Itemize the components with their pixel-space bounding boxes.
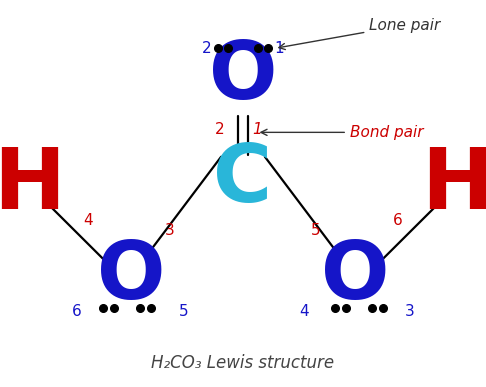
Text: 4: 4	[84, 213, 93, 228]
Text: 1: 1	[253, 122, 262, 137]
Text: O: O	[97, 238, 165, 316]
Text: O: O	[321, 238, 389, 316]
Text: H: H	[421, 144, 486, 227]
Text: Lone pair: Lone pair	[279, 18, 441, 50]
Text: 6: 6	[393, 213, 402, 228]
Text: H: H	[0, 144, 65, 227]
Text: C: C	[213, 141, 273, 219]
Text: Bond pair: Bond pair	[261, 125, 423, 140]
Text: 5: 5	[179, 304, 189, 319]
Text: 6: 6	[72, 304, 82, 319]
Text: 3: 3	[404, 304, 414, 319]
Text: 2: 2	[215, 122, 225, 137]
Text: O: O	[209, 38, 277, 116]
Text: 2: 2	[202, 41, 211, 56]
Text: 4: 4	[299, 304, 309, 319]
Text: 5: 5	[311, 223, 321, 238]
Text: 1: 1	[275, 41, 284, 56]
Text: H₂CO₃ Lewis structure: H₂CO₃ Lewis structure	[152, 353, 334, 372]
Text: 3: 3	[165, 223, 175, 238]
